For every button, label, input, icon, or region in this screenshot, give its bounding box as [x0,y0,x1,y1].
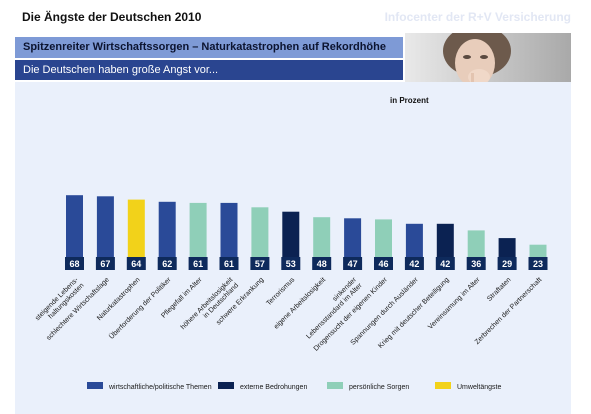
value-label-box [126,257,146,270]
value-label-box [435,257,455,270]
value-label: 47 [348,259,358,269]
value-label-box [95,257,115,270]
value-label-box [312,257,332,270]
brand-label: Infocenter der R+V Versicherung [384,10,571,24]
legend-swatch [87,382,103,389]
value-label: 48 [317,259,327,269]
value-label-box [65,257,84,270]
value-label: 62 [162,259,172,269]
bar [189,202,207,270]
bar [66,195,83,270]
value-label-box [250,257,270,270]
value-label: 42 [440,259,450,269]
value-label: 53 [286,259,296,269]
value-label-box [404,257,424,270]
legend-label: wirtschaftliche/politische Themen [108,384,212,391]
page-title: Die Ängste der Deutschen 2010 [22,10,202,24]
category-label: Terrorismus [265,276,296,307]
bar [220,202,238,270]
legend-swatch [327,382,343,389]
value-label: 61 [193,259,203,269]
value-label: 68 [69,259,79,269]
value-label: 61 [224,259,234,269]
category-label: Überforderung der Politiker [108,275,174,341]
value-label-box [343,257,363,270]
value-label-box [188,257,208,270]
woman-photo [405,33,571,85]
value-label-box [157,257,177,270]
value-label: 46 [378,259,388,269]
bar [251,207,269,270]
value-label: 36 [471,259,481,269]
value-label-box [219,257,239,270]
bar [313,217,331,270]
value-label: 57 [255,259,265,269]
bar [96,196,114,270]
value-label-box [528,257,548,270]
value-label-box [374,257,393,270]
category-label: steigende Lebens-haltungskosten [34,276,86,328]
bar [282,211,300,270]
bar [158,201,176,270]
bar [127,199,145,270]
unit-label: in Prozent [390,96,429,105]
legend-label: externe Bedrohungen [240,384,307,391]
value-label: 42 [409,259,419,269]
chart-panel: in Prozent 68 steigende Lebens-haltungsko… [15,82,571,414]
woman-photo-illustration [405,33,571,85]
legend-label: Umweltängste [457,384,501,391]
value-label: 29 [502,259,512,269]
category-label: Straftaten [486,276,512,302]
category-label: Vereinsamung im Alter [427,276,482,331]
headline-band: Spitzenreiter Wirtschaftssorgen – Naturk… [15,37,403,58]
value-label: 67 [100,259,110,269]
value-label: 64 [131,259,141,269]
legend-swatch [218,382,234,389]
value-label-box [281,257,301,270]
category-label: Zerbrechen der Partnerschaft [474,276,544,346]
value-label-box [497,257,517,270]
legend-label: persönliche Sorgen [349,384,409,391]
legend-swatch [435,382,451,389]
value-label-box [466,257,486,270]
subheadline-band: Die Deutschen haben große Angst vor... [15,60,403,80]
legend: wirtschaftliche/politische Themen externe… [87,382,501,391]
value-label: 23 [533,259,543,269]
fear-bar-chart: in Prozent 68 steigende Lebens-haltungsko… [34,96,548,391]
